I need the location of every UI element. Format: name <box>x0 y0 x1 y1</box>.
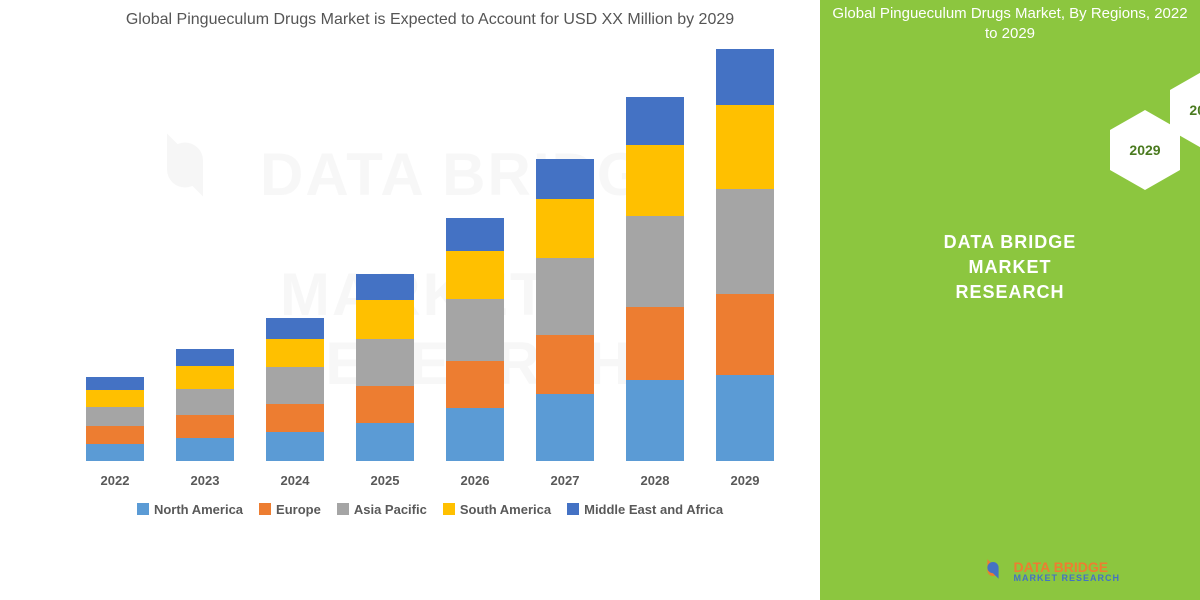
bottom-logo-line2: MARKET RESEARCH <box>1013 574 1120 583</box>
bottom-logo-line1: DATA BRIDGE <box>1013 560 1120 574</box>
legend-item: North America <box>137 502 243 517</box>
x-label: 2026 <box>446 473 504 488</box>
side-title: Global Pingueculum Drugs Market, By Regi… <box>820 0 1200 47</box>
hex-2022-label: 2022 <box>1189 102 1200 118</box>
x-label: 2028 <box>626 473 684 488</box>
segment <box>626 97 684 145</box>
legend-label: North America <box>154 502 243 517</box>
brand-line2: MARKET <box>820 255 1200 280</box>
legend-item: Asia Pacific <box>337 502 427 517</box>
legend-swatch <box>137 503 149 515</box>
segment <box>266 432 324 461</box>
legend-label: Europe <box>276 502 321 517</box>
bar-2026 <box>446 218 504 460</box>
brand-line3: RESEARCH <box>820 280 1200 305</box>
segment <box>176 389 234 415</box>
bar-2028 <box>626 97 684 461</box>
segment <box>716 105 774 189</box>
legend-label: Middle East and Africa <box>584 502 723 517</box>
segment <box>716 375 774 461</box>
bar-2022 <box>86 377 144 461</box>
segment <box>176 366 234 389</box>
segment <box>536 159 594 199</box>
legend-item: South America <box>443 502 551 517</box>
legend-swatch <box>443 503 455 515</box>
segment <box>266 367 324 403</box>
segment <box>626 145 684 217</box>
segment <box>356 300 414 338</box>
segment <box>536 335 594 394</box>
segment <box>446 408 504 461</box>
legend-swatch <box>259 503 271 515</box>
segment <box>716 189 774 294</box>
legend-item: Europe <box>259 502 321 517</box>
segment <box>266 404 324 433</box>
chart-canvas <box>60 41 800 461</box>
brand-line1: DATA BRIDGE <box>820 230 1200 255</box>
x-label: 2027 <box>536 473 594 488</box>
x-label: 2025 <box>356 473 414 488</box>
bar-2024 <box>266 318 324 461</box>
legend-label: Asia Pacific <box>354 502 427 517</box>
bottom-logo-icon <box>979 555 1007 588</box>
segment <box>86 407 144 426</box>
legend-label: South America <box>460 502 551 517</box>
segment <box>716 49 774 104</box>
x-label: 2029 <box>716 473 774 488</box>
legend-swatch <box>337 503 349 515</box>
segment <box>446 361 504 409</box>
segment <box>536 258 594 334</box>
legend-swatch <box>567 503 579 515</box>
segment <box>176 415 234 438</box>
segment <box>626 216 684 307</box>
hex-2029: 2029 <box>1110 110 1180 190</box>
segment <box>176 438 234 461</box>
x-label: 2022 <box>86 473 144 488</box>
x-label: 2023 <box>176 473 234 488</box>
segment <box>266 339 324 368</box>
segment <box>266 318 324 339</box>
segment <box>356 339 414 387</box>
segment <box>446 218 504 250</box>
segment <box>446 299 504 361</box>
container: Global Pingueculum Drugs Market is Expec… <box>0 0 1200 600</box>
x-axis-labels: 2022 2023 2024 2025 2026 2027 2028 2029 <box>60 473 800 488</box>
segment <box>86 377 144 390</box>
bottom-logo-text: DATA BRIDGE MARKET RESEARCH <box>1013 560 1120 583</box>
bars-container <box>60 41 800 461</box>
segment <box>356 423 414 461</box>
segment <box>446 251 504 299</box>
segment <box>356 386 414 422</box>
bar-2023 <box>176 349 234 461</box>
segment <box>716 294 774 375</box>
segment <box>626 380 684 461</box>
segment <box>536 199 594 258</box>
bar-2029 <box>716 49 774 460</box>
segment <box>626 307 684 380</box>
chart-area: Global Pingueculum Drugs Market is Expec… <box>0 0 820 600</box>
hex-2029-label: 2029 <box>1129 142 1160 158</box>
segment <box>536 394 594 461</box>
segment <box>86 390 144 407</box>
legend-item: Middle East and Africa <box>567 502 723 517</box>
legend: North America Europe Asia Pacific South Ame… <box>60 502 800 517</box>
brand-text: DATA BRIDGE MARKET RESEARCH <box>820 230 1200 306</box>
segment <box>86 444 144 461</box>
segment <box>86 426 144 443</box>
segment <box>356 274 414 301</box>
segment <box>176 349 234 366</box>
x-label: 2024 <box>266 473 324 488</box>
bottom-logo: DATA BRIDGE MARKET RESEARCH <box>979 555 1120 588</box>
bar-2025 <box>356 274 414 461</box>
chart-title: Global Pingueculum Drugs Market is Expec… <box>60 10 800 31</box>
side-panel: Global Pingueculum Drugs Market, By Regi… <box>820 0 1200 600</box>
bar-2027 <box>536 159 594 461</box>
